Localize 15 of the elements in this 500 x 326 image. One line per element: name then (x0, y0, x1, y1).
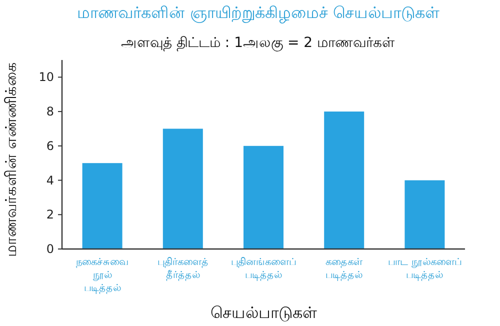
y-tick-label: 2 (46, 208, 54, 222)
y-tick-label: 10 (38, 70, 54, 84)
chart-title: மாணவர்களின் ஞாயிற்றுக்கிழமைச் செயல்பாடுகள் (76, 3, 440, 23)
x-tick-label: கதைகள் படித்தல் (326, 257, 363, 281)
chart-subtitle: அளவுத் திட்டம் : 1அலகு = 2 மாணவர்கள் (121, 35, 395, 52)
y-tick-label: 8 (46, 104, 54, 119)
y-tick-label: 6 (46, 138, 54, 153)
x-axis-title: செயல்பாடுகள் (210, 303, 318, 322)
y-tick-label: 0 (46, 242, 54, 256)
x-tick-label: பாட நூல்களைப் படித்தல் (388, 257, 462, 281)
x-tick-label: நகைச்சுவை நூல் படித்தல் (76, 257, 129, 294)
x-tick-label: புதிர்களைத் தீர்த்தல் (157, 257, 208, 281)
x-tick-label: புதினங்களைப் படித்தல் (231, 257, 296, 281)
y-axis-title: மாணவர்களின் எண்ணிக்கை (2, 62, 20, 257)
y-tick-label: 4 (46, 173, 54, 188)
